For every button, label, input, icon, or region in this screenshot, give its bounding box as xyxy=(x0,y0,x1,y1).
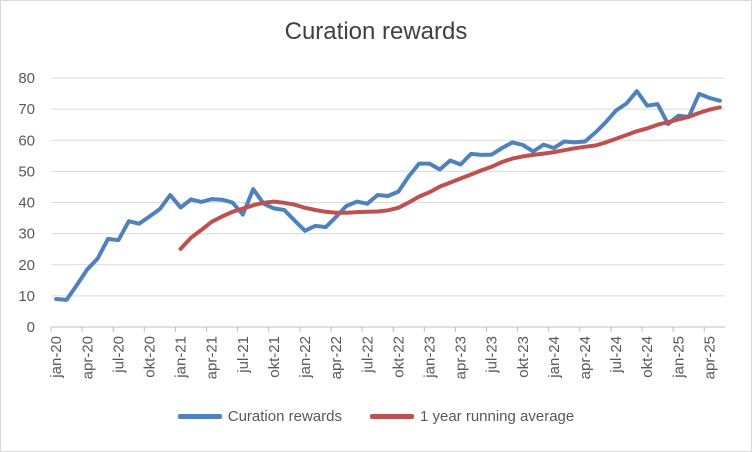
series-line-running-average xyxy=(178,105,722,251)
chart-title: Curation rewards xyxy=(284,18,468,45)
x-tick-label: jul-23 xyxy=(484,336,501,374)
y-tick-label: 50 xyxy=(18,163,35,180)
x-tick-label: okt-22 xyxy=(390,336,407,378)
y-tick-label: 80 xyxy=(18,70,35,87)
y-tick-label: 40 xyxy=(18,195,35,212)
x-axis: jan-20 apr-20 jul-20 okt-20 jan-21 apr-21 jul-… xyxy=(48,327,718,379)
y-tick-label: 0 xyxy=(27,319,35,336)
legend-label: Curation rewards xyxy=(227,408,342,425)
x-tick-label: apr-22 xyxy=(328,336,345,379)
x-tick-label: jan-24 xyxy=(546,336,563,379)
x-tick-label: jan-20 xyxy=(48,336,65,379)
legend-item-running-average: 1 year running average xyxy=(369,408,575,425)
x-tick-label: apr-21 xyxy=(204,336,221,379)
y-tick-label: 60 xyxy=(18,132,35,149)
y-tick-label: 10 xyxy=(18,288,35,305)
x-tick-label: jan-22 xyxy=(297,336,314,379)
y-tick-label: 30 xyxy=(18,226,35,243)
x-tick-label: jul-24 xyxy=(608,336,625,374)
x-tick-label: apr-25 xyxy=(701,336,718,379)
x-tick-label: jan-25 xyxy=(670,336,687,379)
x-tick-label: apr-24 xyxy=(577,336,594,379)
legend: Curation rewards 1 year running average xyxy=(0,408,752,425)
x-tick-label: okt-24 xyxy=(639,336,656,378)
x-tick-label: jul-22 xyxy=(359,336,376,374)
legend-swatch-red xyxy=(369,414,414,419)
x-tick-label: okt-21 xyxy=(266,336,283,378)
legend-label: 1 year running average xyxy=(419,408,575,425)
x-tick-label: okt-23 xyxy=(515,336,532,378)
series-line-curation-rewards xyxy=(54,89,722,302)
y-axis: 0 10 20 30 40 50 60 70 80 xyxy=(18,70,35,336)
y-tick-label: 20 xyxy=(18,257,35,274)
legend-item-curation-rewards: Curation rewards xyxy=(177,408,342,425)
x-tick-label: jan-21 xyxy=(173,336,190,379)
x-tick-label: okt-20 xyxy=(142,336,159,378)
x-tick-label: apr-20 xyxy=(79,336,96,379)
series-lines xyxy=(54,89,722,302)
y-tick-label: 70 xyxy=(18,101,35,118)
legend-swatch-blue xyxy=(177,414,222,419)
x-tick-label: jul-21 xyxy=(235,336,252,374)
gridlines xyxy=(51,77,725,328)
x-tick-label: apr-23 xyxy=(453,336,470,379)
x-tick-label: jul-20 xyxy=(110,336,127,374)
x-tick-label: jan-23 xyxy=(421,336,438,379)
